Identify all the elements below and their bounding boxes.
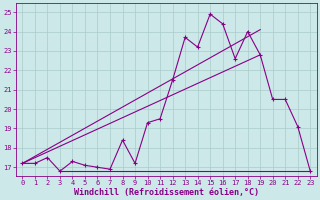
X-axis label: Windchill (Refroidissement éolien,°C): Windchill (Refroidissement éolien,°C) bbox=[74, 188, 259, 197]
